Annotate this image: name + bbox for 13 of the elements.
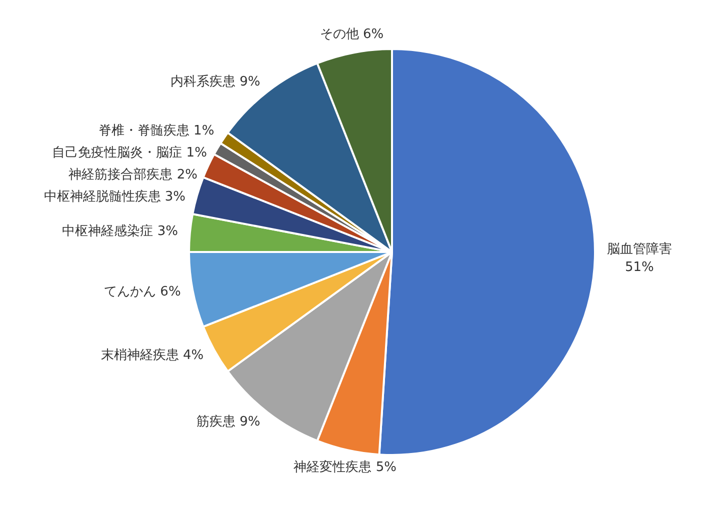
slice-label: その他 6% — [320, 27, 384, 42]
slice-label: 脳血管障害 — [606, 241, 672, 258]
slice-label: 脊椎・脊髄疾患 1% — [98, 124, 214, 139]
slice-label: 中枢神経感染症 3% — [62, 224, 178, 240]
slice-label: 内科系疾患 9% — [170, 74, 260, 90]
slice-label: てんかん 6% — [104, 284, 181, 300]
slice-label: 末梢神経疾患 4% — [100, 348, 204, 363]
slice-label: 神経変性疾患 5% — [294, 459, 396, 476]
slice-label: 自己免疫性脳炎・脳症 1% — [52, 146, 207, 161]
slice-label: 神経筋接合部疾患 2% — [68, 168, 198, 183]
slice-label: 中枢神経脱髄性疾患 3% — [44, 190, 186, 205]
slice-label: 筋疾患 9% — [196, 414, 260, 430]
data-label: 51% — [624, 260, 654, 276]
